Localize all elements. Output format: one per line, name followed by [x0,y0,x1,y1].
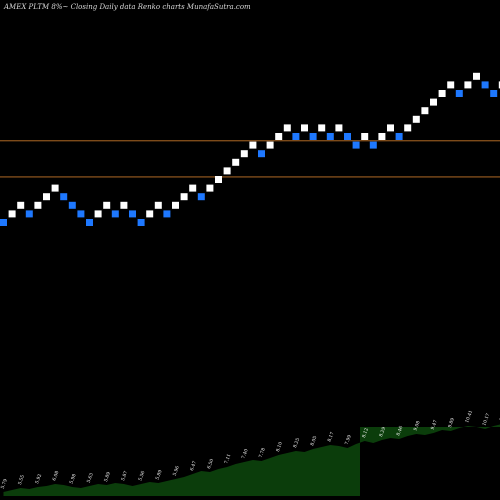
renko-brick-up [266,141,274,149]
renko-brick-down [68,201,76,209]
volume-label: 7.99 [344,434,353,446]
volume-label: 7.78 [258,447,267,459]
volume-label: 8.29 [378,426,387,438]
renko-brick-down [481,81,489,89]
renko-brick-up [154,201,162,209]
renko-brick-up [34,201,42,209]
renko-brick-up [215,176,222,183]
renko-brick-up [404,124,412,132]
renko-brick-up [318,124,326,132]
volume-area [3,424,500,496]
renko-brick-down [0,219,7,226]
volume-label: 5.96 [172,465,181,477]
renko-brick-up [240,150,248,158]
renko-brick-up [283,124,291,132]
volume-label: 8.05 [309,435,318,447]
renko-brick-up [275,133,283,140]
renko-brick-up [438,90,446,97]
renko-brick-up [223,167,231,175]
renko-brick-up [146,210,154,218]
renko-brick-up [335,124,343,132]
renko-brick-down [163,210,171,218]
volume-label: 5.87 [120,470,129,482]
renko-brick-up [464,81,472,89]
renko-brick-down [258,150,265,158]
renko-brick-down [344,133,351,140]
renko-brick-down [197,193,205,201]
renko-brick-down [77,210,85,218]
renko-brick-up [473,72,480,80]
renko-brick-up [17,201,25,209]
volume-label: 5.55 [17,474,26,486]
renko-brick-down [369,141,377,149]
renko-bricks [0,72,500,226]
renko-brick-down [490,90,498,97]
renko-brick-down [455,90,463,97]
volume-label: 5.89 [155,469,164,481]
volume-label: 5.79 [0,478,9,490]
volume-label: 5.89 [103,471,112,483]
volume-label: 9.89 [447,417,456,429]
volume-label: 7.11 [223,453,232,465]
renko-brick-down [137,219,145,226]
volume-label: 5.92 [34,473,43,485]
volume-label: 7.40 [241,448,250,460]
renko-brick-down [326,133,334,140]
renko-brick-down [309,133,317,140]
renko-brick-up [180,193,188,201]
renko-brick-up [189,184,197,192]
renko-brick-up [172,201,179,209]
renko-brick-up [387,124,394,132]
renko-brick-down [111,210,119,218]
renko-brick-up [498,81,500,89]
renko-brick-down [60,193,68,201]
renko-brick-up [103,201,111,209]
volume-label: 10.41 [464,409,474,423]
renko-brick-up [421,107,429,115]
volume-label: 8.17 [327,431,336,443]
renko-brick-up [447,81,455,89]
reference-lines [0,140,500,178]
volume-label: 5.56 [137,470,146,482]
volume-label: 5.98 [69,473,78,485]
renko-brick-up [232,158,240,166]
renko-brick-up [361,133,369,140]
renko-brick-up [412,115,420,123]
renko-brick-up [94,210,102,218]
renko-brick-up [430,98,437,106]
chart-title: AMEX PLTM 8%~ Closing Daily data Renko c… [4,3,251,11]
renko-brick-up [378,133,386,140]
volume-label: 8.46 [395,425,404,437]
volume-labels: 5.79 5.55 5.92 6.08 5.98 5.63 5.89 5.87 5.56 5.89… [0,409,500,489]
volume-label: 6.47 [189,460,198,472]
volume-label: 10.17 [481,412,491,426]
renko-brick-up [120,201,128,209]
renko-brick-down [352,141,360,149]
renko-brick-up [301,124,308,132]
renko-brick-up [51,184,59,192]
volume-label: 8.12 [361,427,370,439]
volume-label: 8.25 [292,437,301,449]
volume-label: 8.10 [275,441,284,453]
volume-label: 5.63 [86,472,95,484]
volume-label: 9.47 [430,419,439,431]
renko-brick-down [25,210,33,218]
volume-series [3,424,500,496]
volume-label: 9.08 [413,420,422,432]
renko-brick-down [86,219,93,226]
volume-label: 6.50 [206,458,215,470]
volume-label: 6.08 [51,470,60,482]
renko-brick-up [249,141,257,149]
renko-brick-up [8,210,16,218]
renko-brick-up [43,193,50,201]
renko-brick-up [206,184,214,192]
renko-brick-down [292,133,300,140]
renko-brick-down [395,133,403,140]
renko-brick-down [129,210,136,218]
